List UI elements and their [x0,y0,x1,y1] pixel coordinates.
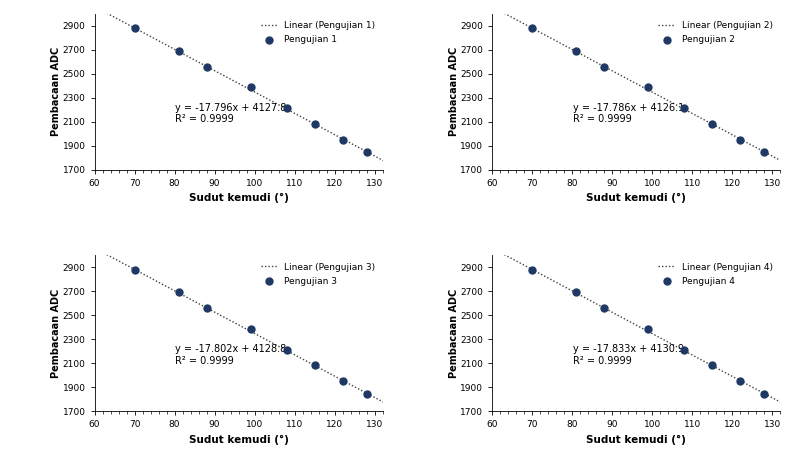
Line: Linear (Pengujian 4): Linear (Pengujian 4) [492,248,788,408]
Pengujian 4 [598,305,611,312]
Pengujian 4 [706,362,719,369]
Linear (Pengujian 4) [489,246,498,251]
Linear (Pengujian 3) [267,340,277,346]
Pengujian 3 [244,325,257,333]
Pengujian 3 [173,288,185,296]
Linear (Pengujian 1) [269,99,278,105]
Linear (Pengujian 3) [90,245,99,251]
Pengujian 2 [734,136,746,143]
Pengujian 3 [200,305,213,312]
Linear (Pengujian 3) [269,340,278,346]
Legend: Linear (Pengujian 2), Pengujian 2: Linear (Pengujian 2), Pengujian 2 [656,18,775,47]
Pengujian 2 [706,120,719,128]
Pengujian 4 [526,266,538,274]
Linear (Pengujian 2) [760,149,769,154]
Pengujian 1 [128,24,141,32]
Linear (Pengujian 1) [90,4,99,9]
Linear (Pengujian 2) [666,99,675,105]
Linear (Pengujian 4) [666,341,675,346]
Text: y = -17.802x + 4128.8
R² = 0.9999: y = -17.802x + 4128.8 R² = 0.9999 [175,344,287,366]
Linear (Pengujian 1) [362,149,371,154]
Pengujian 4 [678,346,690,353]
Pengujian 2 [598,63,611,70]
Line: Linear (Pengujian 2): Linear (Pengujian 2) [492,7,788,167]
Pengujian 1 [336,136,349,143]
Linear (Pengujian 2) [665,99,675,104]
Legend: Linear (Pengujian 3), Pengujian 3: Linear (Pengujian 3), Pengujian 3 [258,260,378,289]
Legend: Linear (Pengujian 1), Pengujian 1: Linear (Pengujian 1), Pengujian 1 [258,18,378,47]
Pengujian 1 [281,104,293,112]
Pengujian 1 [200,63,213,70]
Pengujian 4 [641,325,654,333]
Y-axis label: Pembacaan ADC: Pembacaan ADC [448,289,459,378]
Legend: Linear (Pengujian 4), Pengujian 4: Linear (Pengujian 4), Pengujian 4 [656,260,775,289]
Pengujian 3 [360,390,373,397]
Linear (Pengujian 1) [267,98,277,104]
X-axis label: Sudut kemudi (°): Sudut kemudi (°) [586,193,686,203]
Pengujian 1 [244,84,257,91]
Pengujian 2 [570,47,582,55]
Linear (Pengujian 2) [740,139,749,144]
Linear (Pengujian 3) [390,405,400,411]
Linear (Pengujian 1) [273,102,283,107]
Linear (Pengujian 2) [487,4,496,10]
Linear (Pengujian 2) [671,102,681,108]
Pengujian 1 [360,148,373,156]
Text: y = -17.796x + 4127.8
R² = 0.9999: y = -17.796x + 4127.8 R² = 0.9999 [175,103,287,124]
Pengujian 4 [570,288,582,296]
Pengujian 2 [526,24,538,32]
Y-axis label: Pembacaan ADC: Pembacaan ADC [51,47,61,136]
Pengujian 3 [308,362,321,369]
Pengujian 3 [281,346,293,353]
Text: y = -17.786x + 4126.1
R² = 0.9999: y = -17.786x + 4126.1 R² = 0.9999 [573,103,684,124]
Pengujian 2 [678,104,690,112]
Linear (Pengujian 4) [665,340,675,346]
Linear (Pengujian 3) [91,246,100,251]
Linear (Pengujian 3) [362,390,371,396]
Pengujian 1 [173,47,185,55]
X-axis label: Sudut kemudi (°): Sudut kemudi (°) [188,193,288,203]
Linear (Pengujian 4) [740,380,749,386]
Linear (Pengujian 4) [671,343,681,349]
Linear (Pengujian 1) [390,164,400,170]
X-axis label: Sudut kemudi (°): Sudut kemudi (°) [188,435,288,445]
Text: y = -17.833x + 4130.9
R² = 0.9999: y = -17.833x + 4130.9 R² = 0.9999 [573,344,684,366]
Line: Linear (Pengujian 3): Linear (Pengujian 3) [95,248,395,408]
Pengujian 1 [308,120,321,128]
Pengujian 2 [758,148,771,156]
Linear (Pengujian 3) [343,380,352,386]
Linear (Pengujian 4) [760,390,769,396]
Y-axis label: Pembacaan ADC: Pembacaan ADC [51,289,61,378]
X-axis label: Sudut kemudi (°): Sudut kemudi (°) [586,435,686,445]
Linear (Pengujian 4) [487,245,496,251]
Pengujian 3 [336,377,349,385]
Pengujian 3 [128,266,141,274]
Linear (Pengujian 1) [91,5,100,10]
Linear (Pengujian 2) [489,5,498,10]
Pengujian 4 [758,390,771,397]
Linear (Pengujian 1) [343,139,352,144]
Line: Linear (Pengujian 1): Linear (Pengujian 1) [95,6,395,167]
Linear (Pengujian 3) [273,343,283,349]
Y-axis label: Pembacaan ADC: Pembacaan ADC [448,47,459,136]
Pengujian 4 [734,377,746,385]
Pengujian 2 [641,84,654,91]
